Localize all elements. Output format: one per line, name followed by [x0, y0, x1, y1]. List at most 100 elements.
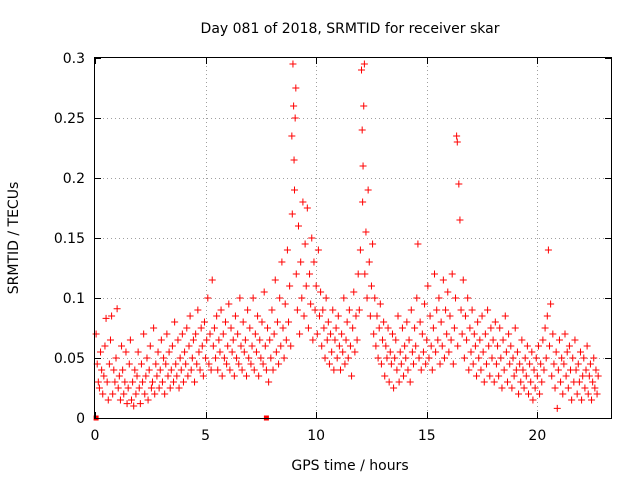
data-point [110, 366, 118, 374]
data-point [500, 366, 508, 374]
data-point [127, 396, 135, 404]
data-point [533, 372, 541, 380]
data-point [157, 336, 165, 344]
data-point [362, 228, 370, 236]
data-point [277, 342, 285, 350]
data-point [541, 324, 549, 332]
data-point [582, 366, 590, 374]
data-point [288, 210, 296, 218]
data-point [359, 162, 367, 170]
data-point [114, 384, 122, 392]
data-point [559, 390, 567, 398]
data-point [369, 240, 377, 248]
data-point [526, 360, 534, 368]
data-point [247, 360, 255, 368]
data-point [382, 342, 390, 350]
data-point [544, 246, 552, 254]
data-point [179, 378, 187, 386]
data-point [511, 324, 519, 332]
data-point [168, 342, 176, 350]
data-point [467, 348, 475, 356]
data-point [197, 324, 205, 332]
data-point [307, 300, 315, 308]
data-point [579, 372, 587, 380]
data-point [525, 390, 533, 398]
data-point [226, 366, 234, 374]
data-point [228, 348, 236, 356]
data-point [291, 114, 299, 122]
data-point [427, 342, 435, 350]
data-point [508, 384, 516, 392]
data-point [503, 378, 511, 386]
data-point [219, 330, 227, 338]
data-point [578, 396, 586, 404]
data-point [474, 318, 482, 326]
data-point [209, 342, 217, 350]
data-point [241, 336, 249, 344]
data-point [122, 348, 130, 356]
data-point [163, 330, 171, 338]
data-point [118, 342, 126, 350]
data-point [384, 324, 392, 332]
data-point [229, 336, 237, 344]
data-point [323, 336, 331, 344]
data-point [249, 294, 257, 302]
data-point [161, 390, 169, 398]
y-tick-label: 0 [76, 411, 85, 427]
data-point [358, 126, 366, 134]
data-point [313, 330, 321, 338]
data-point [115, 372, 123, 380]
data-point [212, 354, 220, 362]
data-point [102, 314, 110, 322]
data-point [267, 354, 275, 362]
x-tick-label: 5 [201, 428, 210, 444]
data-point [470, 330, 478, 338]
data-point [276, 294, 284, 302]
data-point [136, 400, 144, 408]
data-point [185, 342, 193, 350]
data-point [155, 384, 163, 392]
data-point [220, 354, 228, 362]
data-point [374, 354, 382, 362]
data-point [506, 360, 514, 368]
data-point [214, 366, 222, 374]
data-point [129, 378, 137, 386]
data-point [297, 258, 305, 266]
data-point [552, 348, 560, 356]
data-point [490, 378, 498, 386]
data-point [527, 378, 535, 386]
data-point [585, 372, 593, 380]
data-point [150, 324, 158, 332]
data-point [388, 330, 396, 338]
data-point [272, 348, 280, 356]
data-point [574, 360, 582, 368]
data-point [564, 384, 572, 392]
data-point [324, 318, 332, 326]
data-point [343, 318, 351, 326]
data-point [135, 384, 143, 392]
data-point [592, 366, 600, 374]
data-point [488, 354, 496, 362]
data-point [586, 360, 594, 368]
data-point [551, 384, 559, 392]
data-point [205, 360, 213, 368]
data-point [520, 384, 528, 392]
data-point [373, 312, 381, 320]
data-point [292, 84, 300, 92]
data-point [238, 366, 246, 374]
data-point [513, 348, 521, 356]
data-point [260, 288, 268, 296]
data-point [206, 330, 214, 338]
data-point [426, 312, 434, 320]
data-point [509, 354, 517, 362]
data-point [512, 366, 520, 374]
data-point [459, 276, 467, 284]
data-point [258, 318, 266, 326]
data-point [360, 102, 368, 110]
data-point [501, 312, 509, 320]
data-point [100, 372, 108, 380]
data-point [146, 342, 154, 350]
chart-title: Day 081 of 2018, SRMTID for receiver ska… [201, 21, 500, 37]
data-point [188, 354, 196, 362]
data-point [356, 246, 364, 254]
